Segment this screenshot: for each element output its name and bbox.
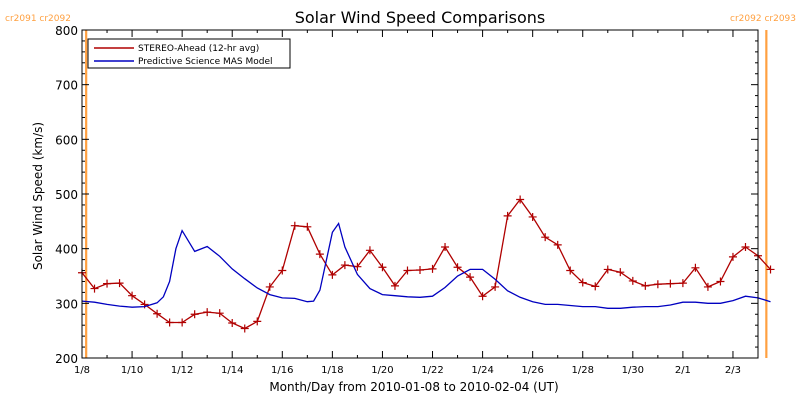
x-tick-label: 2/3 bbox=[725, 365, 741, 376]
x-tick-label: 1/18 bbox=[321, 365, 343, 376]
data-point bbox=[228, 319, 237, 328]
data-point bbox=[128, 291, 137, 300]
data-point bbox=[90, 284, 99, 293]
x-tick-label: 1/20 bbox=[371, 365, 393, 376]
rotation-label-left: cr2091 cr2092 bbox=[5, 14, 71, 24]
data-point bbox=[541, 233, 550, 242]
data-point bbox=[503, 211, 512, 220]
data-point bbox=[578, 278, 587, 287]
data-point bbox=[616, 268, 625, 277]
data-point bbox=[603, 265, 612, 274]
y-tick-label: 200 bbox=[55, 352, 78, 366]
data-point bbox=[278, 266, 287, 275]
x-tick-label: 1/12 bbox=[171, 365, 193, 376]
data-point bbox=[741, 243, 750, 252]
data-point bbox=[691, 263, 700, 272]
data-point bbox=[290, 221, 299, 230]
data-point bbox=[628, 276, 637, 285]
legend-box bbox=[87, 38, 291, 69]
rotation-label-right: cr2092 cr2093 bbox=[730, 14, 796, 24]
carrington-markers bbox=[85, 30, 768, 358]
x-tick-label: 1/30 bbox=[622, 365, 644, 376]
y-tick-label: 300 bbox=[55, 297, 78, 311]
data-point bbox=[253, 317, 262, 326]
data-point bbox=[165, 318, 174, 327]
y-tick-labels: 200 300 400 500 600 700 800 bbox=[55, 24, 78, 366]
data-point bbox=[416, 265, 424, 274]
data-point bbox=[728, 252, 737, 261]
y-axis-label: Solar Wind Speed (km/s) bbox=[31, 122, 45, 270]
plot-frame bbox=[81, 29, 759, 359]
x-tick-label: 1/10 bbox=[121, 365, 143, 376]
data-point bbox=[591, 282, 600, 291]
data-point bbox=[390, 281, 399, 290]
chart-title: Solar Wind Speed Comparisons bbox=[295, 8, 546, 27]
data-point bbox=[190, 310, 199, 319]
y-tick-label: 600 bbox=[55, 133, 78, 147]
x-tick-label: 1/28 bbox=[572, 365, 594, 376]
data-point bbox=[678, 279, 687, 288]
data-point bbox=[716, 277, 725, 286]
data-point bbox=[553, 240, 562, 249]
x-axis-label: Month/Day from 2010-01-08 to 2010-02-04 … bbox=[269, 380, 558, 394]
data-point bbox=[703, 282, 712, 291]
y-tick-label: 800 bbox=[55, 24, 78, 38]
data-point bbox=[315, 250, 324, 259]
data-point bbox=[441, 243, 450, 252]
x-tick-label: 1/22 bbox=[421, 365, 443, 376]
legend: STEREO-Ahead (12-hr avg) Predictive Scien… bbox=[87, 38, 291, 69]
data-point bbox=[153, 309, 162, 318]
x-tick-label: 1/26 bbox=[521, 365, 543, 376]
legend-entry: STEREO-Ahead (12-hr avg) bbox=[138, 44, 259, 54]
data-point bbox=[453, 263, 462, 272]
y-tick-label: 400 bbox=[55, 243, 78, 257]
x-tick-label: 1/16 bbox=[271, 365, 293, 376]
data-point bbox=[641, 281, 650, 290]
data-point bbox=[328, 270, 337, 279]
series-line bbox=[81, 221, 771, 309]
data-point bbox=[766, 265, 775, 274]
data-point bbox=[491, 282, 500, 291]
data-point bbox=[340, 261, 349, 270]
data-point bbox=[666, 279, 675, 288]
data-point bbox=[203, 308, 212, 317]
legend-entry: Predictive Science MAS Model bbox=[138, 57, 273, 67]
data-point bbox=[653, 280, 662, 289]
data-point bbox=[516, 195, 525, 204]
data-point bbox=[240, 324, 249, 333]
x-tick-label: 1/24 bbox=[471, 365, 493, 376]
data-point bbox=[378, 263, 387, 272]
x-tick-label: 1/14 bbox=[221, 365, 243, 376]
data-point bbox=[528, 212, 537, 221]
data-point bbox=[115, 279, 124, 288]
series-line bbox=[81, 198, 771, 330]
data-point bbox=[265, 282, 274, 291]
data-point bbox=[403, 266, 412, 275]
series-layer bbox=[78, 195, 775, 333]
x-tick-labels: 1/8 1/10 1/12 1/14 1/16 1/18 1/20 1/22 1/24 1/26 1… bbox=[74, 365, 741, 376]
data-point bbox=[428, 264, 437, 273]
data-point bbox=[178, 318, 187, 327]
data-point bbox=[353, 262, 362, 271]
data-point bbox=[215, 309, 224, 318]
y-tick-label: 700 bbox=[55, 79, 78, 93]
data-point bbox=[103, 279, 112, 288]
data-point bbox=[566, 266, 575, 275]
data-point bbox=[478, 292, 487, 301]
data-point bbox=[365, 246, 374, 255]
axes-frame bbox=[81, 29, 759, 359]
y-tick-label: 500 bbox=[55, 188, 78, 202]
data-point bbox=[466, 273, 475, 282]
x-tick-label: 2/1 bbox=[675, 365, 691, 376]
x-tick-label: 1/8 bbox=[74, 365, 90, 376]
data-point bbox=[303, 222, 312, 231]
